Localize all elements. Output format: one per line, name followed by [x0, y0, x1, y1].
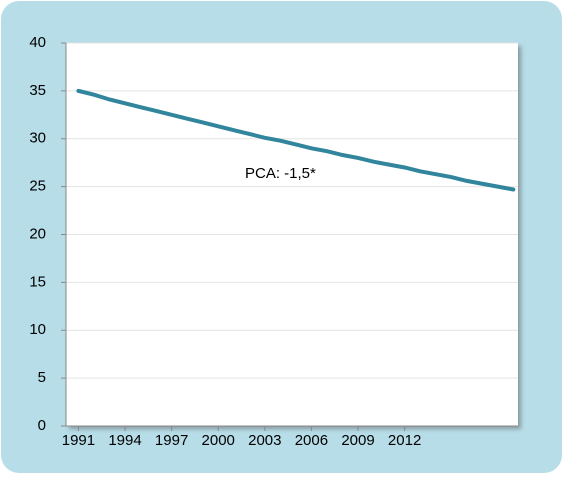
x-tick-label: 2006	[295, 432, 328, 449]
x-tick-label: 1994	[108, 432, 141, 449]
y-tick-label: 35	[29, 82, 46, 99]
x-tick-label: 1997	[155, 432, 188, 449]
x-tick-label: 1991	[62, 432, 95, 449]
line	[76, 88, 516, 192]
x-tick-label: 2000	[202, 432, 235, 449]
x-tick-label: 2009	[341, 432, 374, 449]
x-tick-label: 2012	[388, 432, 421, 449]
y-tick-label: 15	[29, 273, 46, 290]
y-tick-label: 25	[29, 178, 46, 195]
y-tick-label: 10	[29, 321, 46, 338]
y-tick-label: 30	[29, 130, 46, 147]
annotation: PCA: -1,5*	[245, 165, 316, 182]
y-tick-label: 5	[38, 369, 46, 386]
x-tick-label: 2003	[248, 432, 281, 449]
y-tick-label: 0	[38, 417, 46, 434]
y-tick-label: 20	[29, 225, 46, 242]
y-tick-label: 40	[29, 34, 46, 51]
